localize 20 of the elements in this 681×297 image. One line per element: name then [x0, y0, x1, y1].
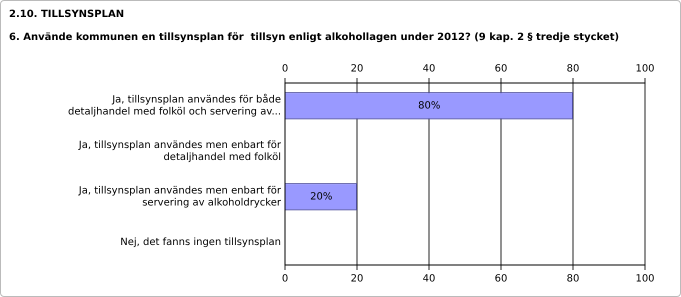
y-tick-label: Ja, tillsynsplan användes men enbart för detaljhandel med folköl [78, 140, 282, 163]
x-tick-label: 0 [282, 274, 288, 285]
y-tick-label: Ja, tillsynsplan användes men enbart för servering av alkoholdrycker [78, 185, 282, 208]
x-tick-label: 20 [350, 274, 364, 285]
x2-tick-label: 20 [350, 64, 364, 75]
x2-tick-label: 40 [422, 64, 436, 75]
x2-tick-label: 60 [494, 64, 508, 75]
y-tick-label: Ja, tillsynsplan användes för både detaljhandel med folköl och servering av... [68, 93, 281, 118]
y-tick-label: Nej, det fanns ingen tillsynsplan [120, 236, 281, 248]
data-label: 20% [310, 191, 332, 202]
data-label: 80% [418, 100, 440, 112]
text: 2.10. TILLSYNSPLAN [9, 9, 124, 20]
x-tick-label: 60 [494, 274, 508, 285]
x2-tick-label: 100 [635, 64, 655, 75]
x2-tick-label: 80 [566, 64, 580, 75]
chart-subtitle: 6. Använde kommunen en tillsynsplan för tillsyn enligt alkohollagen under 2012? (9 kap. 2 § tredje stycket) [9, 32, 620, 43]
x-tick-label: 40 [422, 274, 436, 285]
x-tick-label: 100 [635, 274, 655, 285]
x2-tick-label: 0 [282, 64, 288, 75]
x-tick-label: 80 [566, 274, 580, 285]
